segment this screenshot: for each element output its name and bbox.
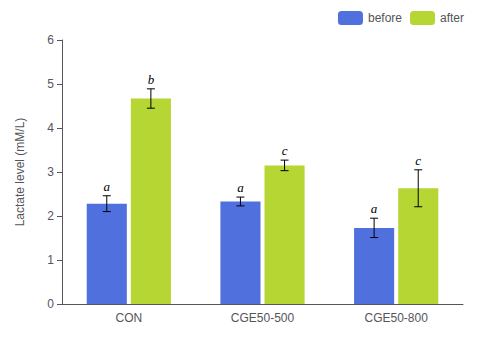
- svg-text:c: c: [282, 143, 288, 158]
- svg-text:a: a: [371, 201, 378, 216]
- svg-text:b: b: [148, 72, 155, 87]
- svg-text:a: a: [237, 180, 244, 195]
- svg-text:4: 4: [47, 121, 54, 135]
- svg-text:0: 0: [47, 297, 54, 311]
- svg-text:CON: CON: [115, 311, 142, 325]
- svg-text:c: c: [415, 153, 421, 168]
- svg-text:Lactate level (mM/L): Lactate level (mM/L): [13, 118, 27, 227]
- svg-text:3: 3: [47, 165, 54, 179]
- svg-text:1: 1: [47, 253, 54, 267]
- svg-text:6: 6: [47, 33, 54, 47]
- svg-text:a: a: [104, 179, 111, 194]
- svg-text:before: before: [368, 11, 402, 25]
- svg-text:after: after: [440, 11, 464, 25]
- svg-text:CGE50-800: CGE50-800: [364, 311, 428, 325]
- svg-text:CGE50-500: CGE50-500: [231, 311, 295, 325]
- svg-text:2: 2: [47, 209, 54, 223]
- svg-text:5: 5: [47, 77, 54, 91]
